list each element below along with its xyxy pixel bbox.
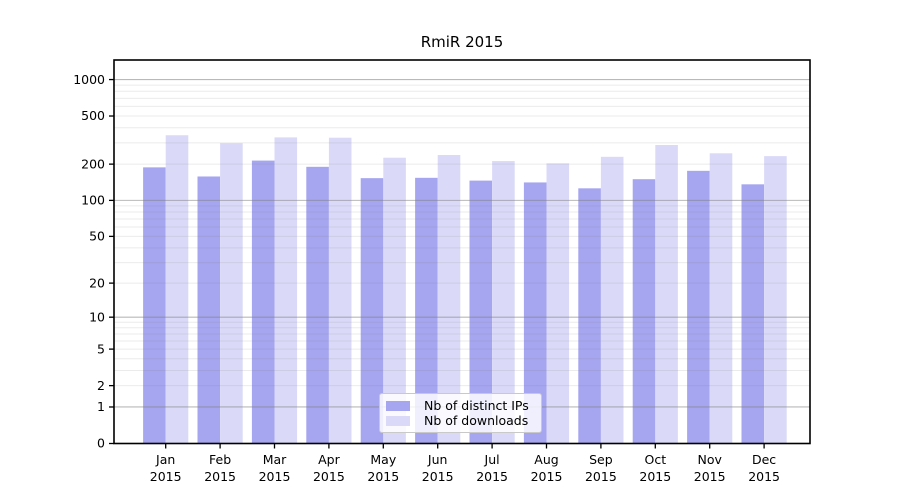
bar-downloads-dec	[764, 156, 787, 444]
x-tick-label-year: 2015	[422, 469, 454, 484]
x-tick-label-month: Jun	[427, 452, 448, 467]
bar-distinct-ips-oct	[632, 179, 656, 444]
x-tick-label-year: 2015	[585, 469, 617, 484]
legend-label-distinct-ips: Nb of distinct IPs	[424, 398, 529, 413]
y-tick-label: 20	[89, 275, 105, 290]
y-tick-label: 10	[89, 309, 105, 324]
x-tick-label-month: Mar	[263, 452, 287, 467]
x-tick-label-month: Aug	[534, 452, 558, 467]
x-tick-label-month: Jan	[155, 452, 175, 467]
bar-distinct-ips-sep	[578, 188, 601, 444]
x-tick-label-month: Apr	[318, 452, 340, 467]
y-tick-label: 5	[97, 341, 105, 356]
y-tick-label: 50	[89, 229, 105, 244]
bar-downloads-jul	[492, 161, 515, 444]
legend-label-downloads: Nb of downloads	[424, 413, 529, 428]
bar-distinct-ips-mar	[251, 160, 275, 444]
legend-swatch-distinct-ips	[386, 400, 410, 411]
bar-distinct-ips-dec	[741, 184, 765, 444]
bar-distinct-ips-aug	[523, 182, 547, 444]
bar-downloads-jun	[437, 155, 461, 444]
x-tick-label-year: 2015	[204, 469, 236, 484]
y-tick-label: 200	[81, 156, 105, 171]
legend-item-distinct-ips: Nb of distinct IPs	[386, 398, 533, 413]
bar-distinct-ips-jun	[415, 177, 438, 444]
x-tick-label-year: 2015	[694, 469, 726, 484]
x-tick-label-year: 2015	[259, 469, 291, 484]
bar-distinct-ips-may	[360, 178, 384, 444]
x-tick-label-year: 2015	[639, 469, 671, 484]
bar-downloads-aug	[546, 163, 570, 444]
chart-title: RmiR 2015	[420, 33, 504, 51]
y-tick-label: 100	[81, 193, 105, 208]
y-tick-label: 500	[81, 108, 105, 123]
y-tick-label: 1	[97, 399, 105, 414]
legend-item-downloads: Nb of downloads	[386, 413, 533, 428]
x-tick-label-month: Feb	[209, 452, 231, 467]
bar-downloads-oct	[655, 145, 678, 444]
x-tick-label-year: 2015	[150, 469, 182, 484]
bar-downloads-feb	[220, 143, 243, 444]
bar-distinct-ips-jul	[469, 180, 493, 444]
bar-distinct-ips-jan	[143, 167, 166, 444]
x-tick-label-year: 2015	[476, 469, 508, 484]
bar-downloads-jan	[165, 135, 189, 444]
legend: Nb of distinct IPs Nb of downloads	[379, 393, 542, 433]
x-tick-label-year: 2015	[748, 469, 780, 484]
x-tick-label-month: Jul	[484, 452, 500, 467]
x-tick-label-year: 2015	[531, 469, 563, 484]
bar-distinct-ips-feb	[197, 176, 221, 444]
x-tick-label-year: 2015	[367, 469, 399, 484]
bar-distinct-ips-nov	[687, 170, 710, 444]
y-tick-label: 2	[97, 378, 105, 393]
bar-downloads-mar	[274, 137, 298, 444]
y-tick-label: 0	[97, 436, 105, 451]
legend-swatch-downloads	[386, 415, 410, 426]
y-tick-label: 1000	[73, 72, 105, 87]
bar-downloads-apr	[328, 137, 352, 444]
bar-distinct-ips-apr	[306, 166, 329, 444]
bar-downloads-nov	[709, 153, 733, 444]
plot-frame	[113, 59, 811, 445]
x-tick-label-month: Sep	[589, 452, 613, 467]
bar-downloads-may	[383, 157, 406, 444]
x-tick-label-year: 2015	[313, 469, 345, 484]
x-tick-label-month: Nov	[697, 452, 722, 467]
x-tick-label-month: Dec	[752, 452, 776, 467]
x-tick-label-month: Oct	[644, 452, 666, 467]
x-tick-label-month: May	[370, 452, 396, 467]
bar-downloads-sep	[600, 156, 624, 444]
